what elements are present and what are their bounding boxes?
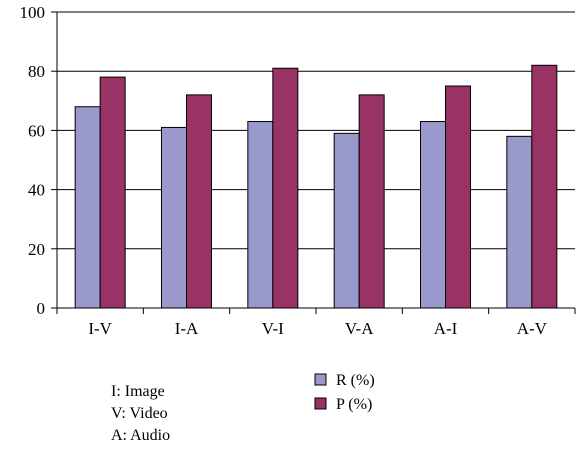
legend-label-r: R (%) [336,372,375,389]
y-tick-label: 100 [20,3,46,22]
bar-r-i-a [161,126,187,309]
x-tick-label: A-I [434,319,458,338]
x-tick-label: V-A [345,319,374,338]
bar-r-v-i [247,121,274,309]
note-line: I: Image [111,383,165,400]
bar-p-v-a [358,94,385,309]
bar-p-i-a [186,94,212,309]
y-tick-label: 80 [28,62,45,81]
gridlines [57,11,575,250]
x-tick-label: I-V [88,319,112,338]
bars [74,64,558,309]
legend-swatch-r [314,373,327,386]
y-axis-ticks: 0 20 40 60 80 100 [20,3,57,318]
bar-r-i-v [74,106,101,309]
note-line: A: Audio [111,427,170,444]
legend-swatch-p [314,397,327,410]
y-tick-label: 0 [37,299,46,318]
legend: R (%) P (%) [314,372,375,413]
bar-p-v-i [272,67,299,309]
y-tick-label: 20 [28,240,45,259]
y-tick-label: 60 [28,121,45,140]
bar-p-a-v [531,64,558,309]
axes [56,12,575,309]
note-line: V: Video [111,405,168,422]
x-axis-ticks: I-V I-A V-I V-A A-I A-V [56,308,576,338]
abbreviation-notes: I: Image V: Video A: Audio [111,383,170,444]
bar-p-a-i [445,85,471,309]
x-tick-label: I-A [175,319,199,338]
bar-p-i-v [99,76,126,309]
y-tick-label: 40 [28,181,45,200]
x-tick-label: V-I [262,319,284,338]
bar-r-a-i [420,121,446,309]
bar-r-a-v [506,135,533,309]
x-tick-label: A-V [517,319,548,338]
legend-label-p: P (%) [336,396,372,413]
bar-r-v-a [333,132,360,309]
